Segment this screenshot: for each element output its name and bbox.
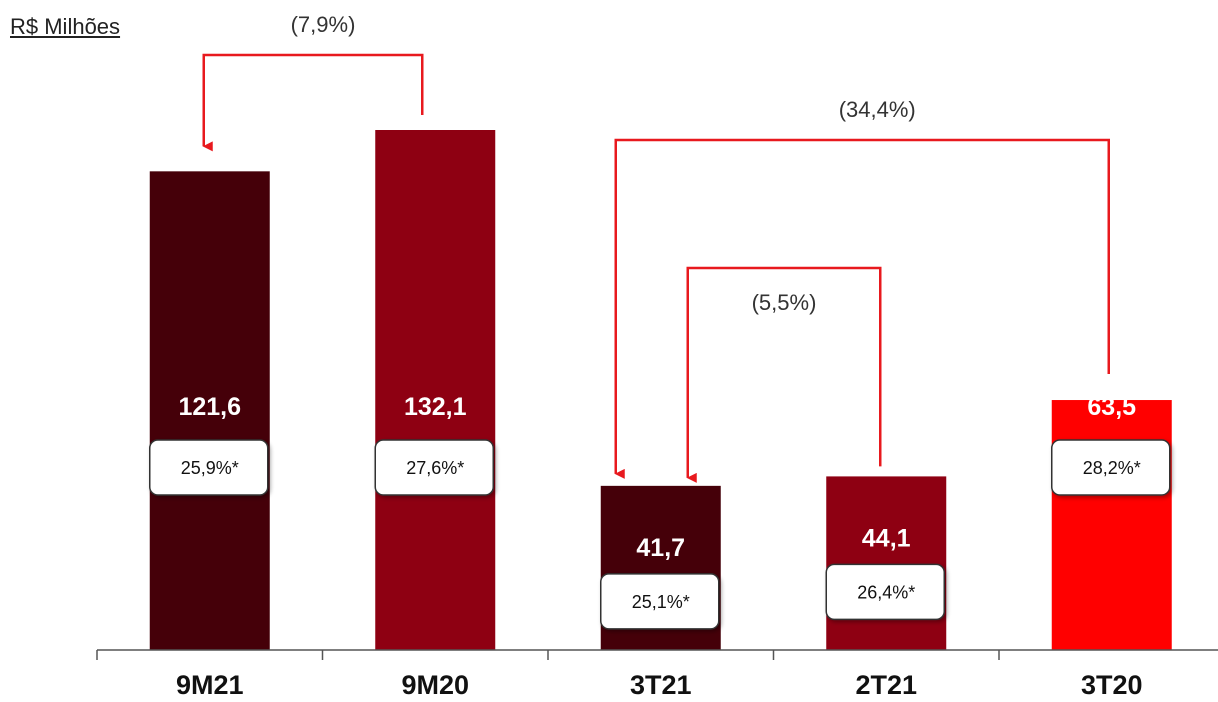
margin-box (825, 563, 945, 621)
bar-9m21 (149, 171, 270, 650)
data-label: 132,1 (404, 393, 467, 421)
bar-3t20 (1051, 400, 1172, 650)
change-label: (5,5%) (752, 290, 817, 315)
bar-9m20 (375, 130, 496, 650)
margin-box (149, 439, 269, 496)
x-tick-label: 9M21 (176, 670, 244, 700)
x-tick-label: 3T21 (630, 670, 692, 700)
change-arrow-2t21-3t21 (686, 266, 882, 483)
data-label: 41,7 (636, 534, 685, 562)
margin-label: 25,1%* (632, 592, 690, 612)
change-label: (7,9%) (291, 12, 356, 37)
margin-box (1051, 439, 1171, 496)
x-tick-label: 9M20 (401, 670, 469, 700)
margin-box (374, 439, 494, 496)
change-arrow-9m20-9m21 (202, 53, 424, 152)
unit-label: R$ Milhões (10, 14, 121, 39)
margin-label: 27,6%* (406, 458, 464, 478)
margin-label: 28,2%* (1083, 458, 1141, 478)
x-tick-label: 3T20 (1081, 670, 1143, 700)
data-label: 44,1 (862, 524, 911, 552)
x-tick-label: 2T21 (855, 670, 917, 700)
bar-2t21 (826, 476, 947, 650)
data-label: 121,6 (178, 393, 241, 421)
change-arrow-3t20-3t21 (614, 138, 1110, 479)
data-label: 63,5 (1087, 393, 1136, 421)
margin-box (600, 573, 720, 630)
margin-label: 26,4%* (857, 582, 915, 602)
margin-label: 25,9%* (181, 458, 239, 478)
change-label: (34,4%) (839, 97, 916, 122)
